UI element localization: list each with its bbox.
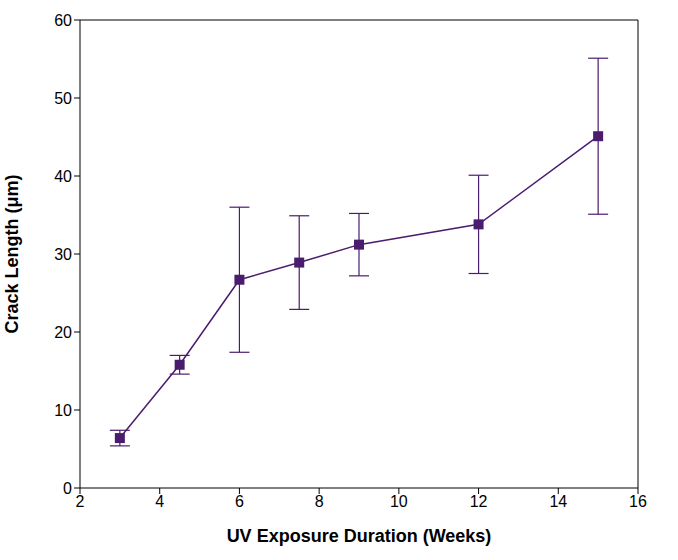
- svg-text:14: 14: [549, 493, 567, 510]
- svg-text:16: 16: [629, 493, 647, 510]
- svg-text:6: 6: [235, 493, 244, 510]
- svg-text:60: 60: [54, 12, 72, 29]
- svg-text:10: 10: [390, 493, 408, 510]
- svg-text:12: 12: [470, 493, 488, 510]
- svg-text:Crack Length (μm): Crack Length (μm): [2, 174, 22, 333]
- svg-text:UV Exposure Duration (Weeks): UV Exposure Duration (Weeks): [227, 526, 492, 546]
- svg-text:30: 30: [54, 246, 72, 263]
- svg-text:40: 40: [54, 168, 72, 185]
- svg-text:4: 4: [155, 493, 164, 510]
- svg-text:10: 10: [54, 402, 72, 419]
- svg-text:50: 50: [54, 90, 72, 107]
- svg-text:0: 0: [63, 480, 72, 497]
- svg-text:2: 2: [76, 493, 85, 510]
- svg-text:20: 20: [54, 324, 72, 341]
- svg-text:8: 8: [315, 493, 324, 510]
